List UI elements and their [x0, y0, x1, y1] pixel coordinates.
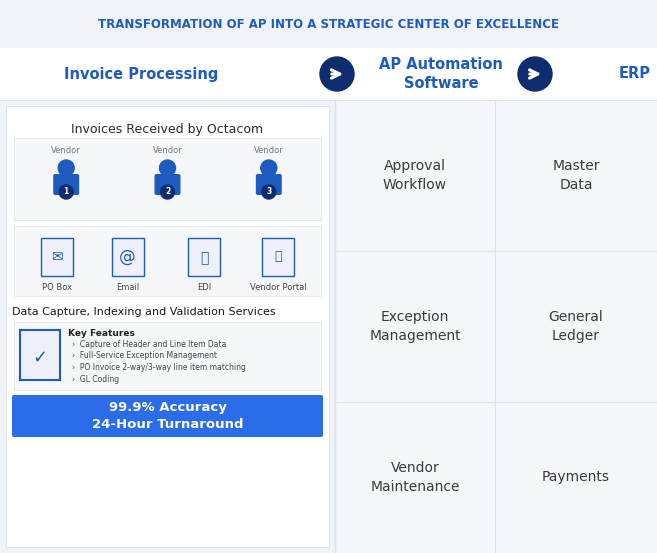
FancyBboxPatch shape: [256, 174, 282, 195]
Text: Email: Email: [116, 284, 139, 293]
FancyBboxPatch shape: [6, 106, 329, 547]
Circle shape: [518, 57, 552, 91]
FancyBboxPatch shape: [189, 238, 220, 276]
Text: Vendor: Vendor: [254, 146, 284, 155]
FancyBboxPatch shape: [112, 238, 144, 276]
Text: Invoice Processing: Invoice Processing: [64, 66, 218, 81]
Text: ›  Capture of Header and Line Item Data: › Capture of Header and Line Item Data: [72, 340, 227, 349]
FancyBboxPatch shape: [14, 138, 321, 220]
Text: Payments: Payments: [542, 471, 610, 484]
Circle shape: [160, 160, 175, 176]
Bar: [0, 48, 657, 100]
Text: Invoices Received by Octacom: Invoices Received by Octacom: [72, 123, 263, 136]
Circle shape: [261, 160, 277, 176]
FancyBboxPatch shape: [12, 395, 323, 437]
Text: Approval
Workflow: Approval Workflow: [383, 159, 447, 192]
Text: ✉: ✉: [51, 250, 63, 264]
Text: 1: 1: [64, 187, 69, 196]
FancyBboxPatch shape: [14, 322, 321, 390]
Circle shape: [320, 57, 354, 91]
Text: @: @: [120, 248, 136, 266]
Text: General
Ledger: General Ledger: [549, 310, 603, 343]
Circle shape: [160, 185, 175, 199]
Text: ›  PO Invoice 2-way/3-way line item matching: › PO Invoice 2-way/3-way line item match…: [72, 363, 246, 372]
Text: 👤: 👤: [274, 251, 282, 263]
Text: Vendor
Maintenance: Vendor Maintenance: [371, 461, 460, 494]
Text: Exception
Management: Exception Management: [369, 310, 461, 343]
Text: ›  GL Coding: › GL Coding: [72, 374, 119, 383]
FancyBboxPatch shape: [262, 238, 294, 276]
Text: ›  Full-Service Exception Management: › Full-Service Exception Management: [72, 352, 217, 361]
Text: AP Automation
Software: AP Automation Software: [379, 57, 503, 91]
Text: EDI: EDI: [197, 284, 212, 293]
FancyBboxPatch shape: [154, 174, 181, 195]
Text: 2: 2: [165, 187, 170, 196]
FancyBboxPatch shape: [53, 174, 79, 195]
Bar: [0, 0, 657, 48]
FancyBboxPatch shape: [41, 238, 73, 276]
Text: Key Features: Key Features: [68, 329, 135, 338]
Circle shape: [261, 185, 276, 199]
Text: Vendor Portal: Vendor Portal: [250, 284, 306, 293]
Bar: [335, 100, 657, 553]
Text: PO Box: PO Box: [42, 284, 72, 293]
Text: 3: 3: [266, 187, 271, 196]
Text: ✓: ✓: [32, 349, 47, 367]
Text: Vendor: Vendor: [152, 146, 183, 155]
Circle shape: [58, 160, 74, 176]
FancyBboxPatch shape: [14, 226, 321, 296]
Text: Vendor: Vendor: [51, 146, 81, 155]
Text: 🌐: 🌐: [200, 251, 208, 265]
FancyBboxPatch shape: [20, 330, 60, 380]
Text: Data Capture, Indexing and Validation Services: Data Capture, Indexing and Validation Se…: [12, 307, 276, 317]
Text: Master
Data: Master Data: [553, 159, 600, 192]
Circle shape: [59, 185, 73, 199]
Text: 99.9% Accuracy
24-Hour Turnaround: 99.9% Accuracy 24-Hour Turnaround: [92, 400, 243, 431]
Text: TRANSFORMATION OF AP INTO A STRATEGIC CENTER OF EXCELLENCE: TRANSFORMATION OF AP INTO A STRATEGIC CE…: [98, 18, 559, 30]
Text: ERP: ERP: [619, 66, 651, 81]
